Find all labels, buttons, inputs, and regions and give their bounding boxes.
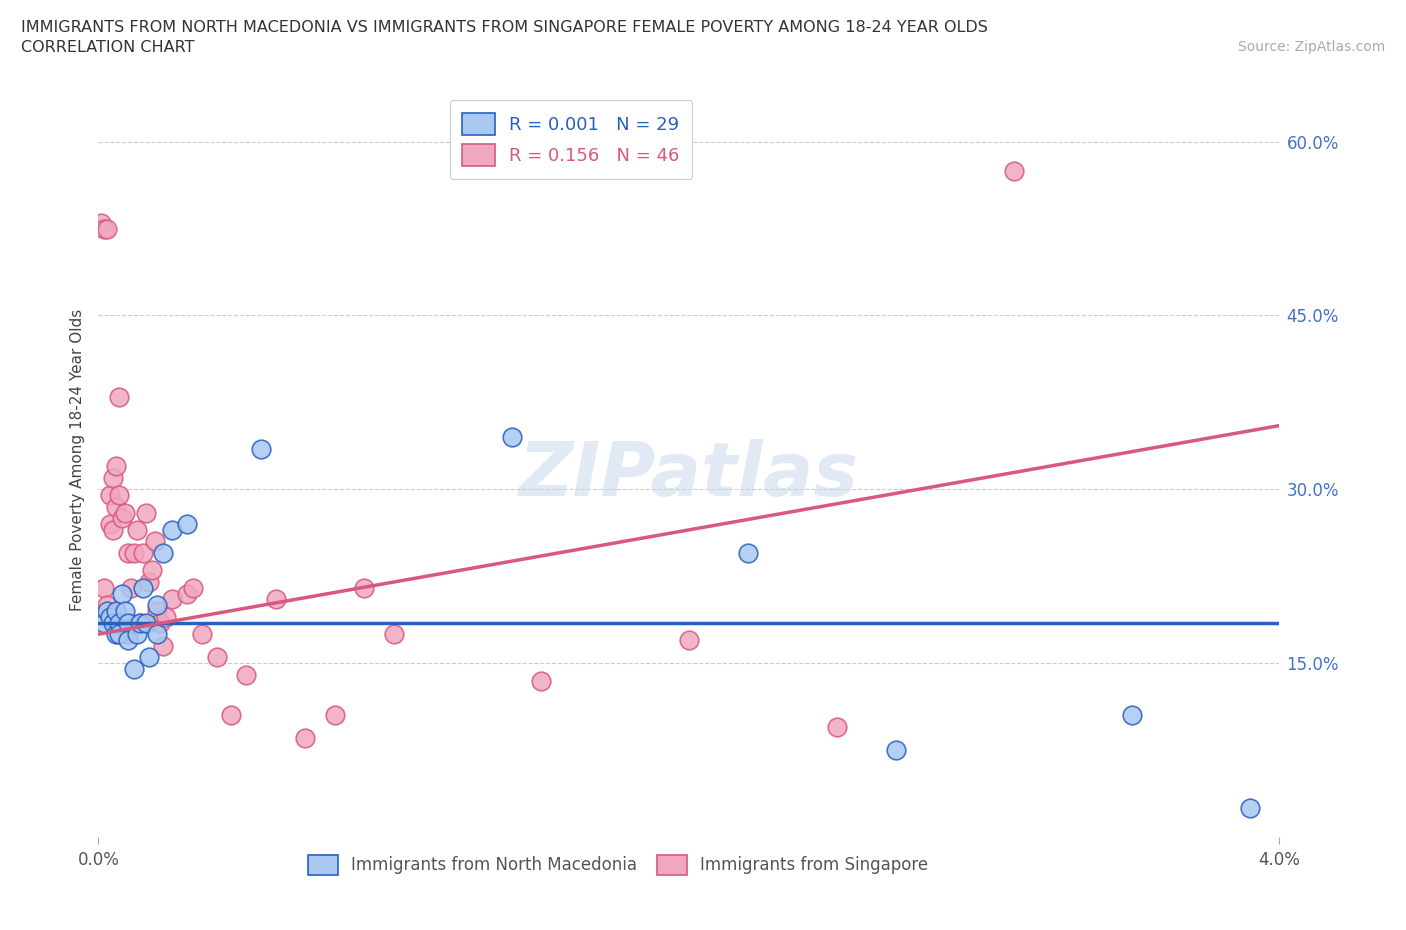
Point (128, 615, 150, 630)
Point (530, 673, 553, 688)
Text: CORRELATION CHART: CORRELATION CHART (21, 40, 194, 55)
Point (90, 216, 112, 231)
Point (884, 743, 907, 758)
Point (155, 609, 177, 624)
Y-axis label: Female Poverty Among 18-24 Year Olds: Female Poverty Among 18-24 Year Olds (69, 309, 84, 612)
Point (96, 221, 118, 236)
Point (162, 523, 183, 538)
Point (176, 586, 198, 601)
Point (98, 487, 121, 502)
Point (205, 650, 228, 665)
Text: Source: ZipAtlas.com: Source: ZipAtlas.com (1237, 40, 1385, 54)
Point (105, 499, 128, 514)
Point (141, 563, 163, 578)
Point (103, 615, 125, 630)
Point (382, 627, 405, 642)
Point (103, 471, 125, 485)
Point (125, 627, 148, 642)
Point (294, 731, 316, 746)
Point (93, 580, 115, 595)
Point (323, 708, 346, 723)
Point (191, 627, 214, 642)
Point (146, 604, 169, 618)
Point (132, 546, 155, 561)
Point (1239, 801, 1261, 816)
Point (152, 638, 174, 653)
Point (111, 586, 134, 601)
Point (125, 523, 148, 538)
Point (132, 580, 155, 595)
Point (264, 592, 287, 607)
Point (1121, 708, 1143, 723)
Point (117, 615, 139, 630)
Point (152, 546, 174, 561)
Point (221, 708, 243, 723)
Point (181, 580, 204, 595)
Point (98, 517, 121, 532)
Point (146, 627, 169, 642)
Point (120, 580, 142, 595)
Point (122, 546, 145, 561)
Point (122, 661, 145, 676)
Point (176, 517, 198, 532)
Text: ZIPatlas: ZIPatlas (519, 439, 859, 512)
Point (103, 523, 125, 538)
Point (114, 505, 136, 520)
Point (117, 546, 139, 561)
Point (737, 546, 759, 561)
Point (98, 609, 121, 624)
Point (1002, 163, 1025, 178)
Legend: Immigrants from North Macedonia, Immigrants from Singapore: Immigrants from North Macedonia, Immigra… (298, 844, 938, 885)
Point (108, 389, 131, 404)
Point (135, 505, 157, 520)
Point (105, 604, 128, 618)
Point (149, 615, 172, 630)
Point (108, 615, 131, 630)
Point (96, 604, 118, 618)
Point (108, 487, 131, 502)
Point (138, 650, 160, 665)
Point (143, 534, 166, 549)
Point (353, 580, 375, 595)
Point (117, 632, 139, 647)
Point (138, 575, 160, 590)
Point (93, 615, 115, 630)
Point (146, 598, 169, 613)
Point (111, 511, 134, 525)
Point (128, 615, 150, 630)
Point (93, 221, 115, 236)
Point (162, 592, 183, 607)
Point (108, 627, 131, 642)
Point (105, 627, 128, 642)
Point (96, 598, 118, 613)
Point (235, 668, 257, 683)
Text: IMMIGRANTS FROM NORTH MACEDONIA VS IMMIGRANTS FROM SINGAPORE FEMALE POVERTY AMON: IMMIGRANTS FROM NORTH MACEDONIA VS IMMIG… (21, 20, 988, 35)
Point (135, 615, 157, 630)
Point (117, 627, 139, 642)
Point (105, 458, 128, 473)
Point (501, 430, 523, 445)
Point (114, 604, 136, 618)
Point (678, 632, 700, 647)
Point (250, 442, 273, 457)
Point (825, 720, 848, 735)
